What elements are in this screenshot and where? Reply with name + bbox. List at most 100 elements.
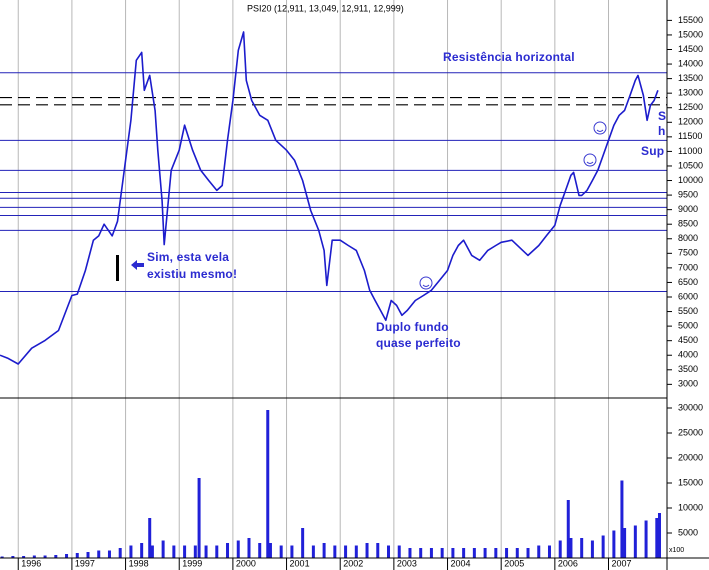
x-tick-label: 2002 (343, 558, 363, 568)
y-tick-label: 5000 (678, 320, 698, 330)
annotation: h (658, 124, 666, 138)
volume-bar (54, 555, 58, 558)
arrow (131, 260, 144, 270)
y2-tick-label: 25000 (678, 427, 703, 437)
volume-bar (193, 545, 197, 558)
volume-bar (65, 554, 69, 558)
y-tick-label: 12000 (678, 117, 703, 127)
volume-bar (612, 530, 616, 558)
y-tick-label: 5500 (678, 306, 698, 316)
grid (17, 0, 610, 558)
annotation: S (658, 109, 666, 123)
x-tick-label: 2007 (612, 558, 632, 568)
volume-bar (118, 548, 122, 558)
volume-bar (204, 545, 208, 558)
volume-bar (75, 553, 79, 558)
annotation: quase perfeito (376, 336, 461, 350)
volume-bar (655, 518, 659, 558)
volume-bar (537, 545, 541, 558)
volume-bar (22, 556, 26, 558)
volume-bar (86, 552, 90, 558)
volume-bar (43, 555, 47, 558)
y-tick-label: 6000 (678, 291, 698, 301)
volume-bar (148, 518, 152, 558)
price-line (0, 31, 659, 365)
volume-bar (569, 538, 573, 558)
y-tick-label: 11000 (678, 146, 702, 156)
volume-bar (494, 548, 498, 558)
volume-bar (408, 548, 412, 558)
volume-bar (547, 545, 551, 558)
volume-bar (644, 520, 648, 558)
y-tick-label: 10500 (678, 160, 703, 170)
volume-bar (183, 545, 187, 558)
x-tick-label: 2001 (290, 558, 310, 568)
volume-bar (266, 410, 270, 558)
volume-bar (657, 513, 661, 558)
y2-tick-label: 30000 (678, 402, 703, 412)
volume-bar (161, 540, 165, 558)
levels (0, 72, 667, 292)
smileys (419, 121, 607, 290)
annotation: Resistência horizontal (443, 50, 575, 64)
volume-bar (247, 538, 251, 558)
volume-bar (462, 548, 466, 558)
volume-bar (0, 556, 4, 558)
volume-bar (197, 478, 201, 558)
y-tick-label: 3500 (678, 364, 698, 374)
volume-bar (590, 540, 594, 558)
y-tick-label: 8000 (678, 233, 698, 243)
y-tick-label: 13500 (678, 73, 703, 83)
volume-bar (515, 548, 519, 558)
volume-bar (472, 548, 476, 558)
volume-bar (150, 545, 154, 558)
y-tick-label: 14500 (678, 44, 703, 54)
chart-title: PSI20 (12,911, 13,049, 12,911, 12,999) (247, 3, 404, 13)
volume-bar (376, 543, 380, 558)
volume-bar (451, 548, 455, 558)
volume-bar (11, 556, 15, 558)
volume-bar (620, 480, 624, 558)
y-tick-label: 3000 (678, 379, 698, 389)
volume-bar (301, 528, 305, 558)
volume-bar (226, 543, 230, 558)
volume-bar (566, 500, 570, 558)
x-tick-label: 1997 (75, 558, 95, 568)
volume-bar (440, 548, 444, 558)
volume-bar (397, 545, 401, 558)
volume-bar (215, 545, 219, 558)
y2-tick-label: 20000 (678, 452, 703, 462)
volume-bar (601, 535, 605, 558)
y-tick-label: 11500 (678, 131, 702, 141)
y-tick-label: 12500 (678, 102, 703, 112)
x-tick-label: 1999 (182, 558, 202, 568)
volume-bar (311, 545, 315, 558)
volume-bar (526, 548, 530, 558)
volume-bar (236, 540, 240, 558)
y-tick-label: 7500 (678, 248, 698, 258)
volume-bar (623, 528, 627, 558)
y2-tick-label: 10000 (678, 502, 703, 512)
x-tick-label: 2003 (397, 558, 417, 568)
volume-bar (580, 538, 584, 558)
x-tick-label: 2000 (236, 558, 256, 568)
volume-bar (505, 548, 509, 558)
annotation: Sim, esta vela (147, 250, 229, 264)
volume-bar (365, 543, 369, 558)
volume-bar (172, 545, 176, 558)
y-tick-label: 9500 (678, 189, 698, 199)
volume-bar (387, 545, 391, 558)
y2-tick-label: 5000 (678, 527, 698, 537)
volume-bar (429, 548, 433, 558)
x-tick-label: 1998 (129, 558, 149, 568)
volume-bar (333, 545, 337, 558)
annotation: Sup (641, 144, 664, 158)
volume-bar (107, 550, 111, 558)
volume-bar (290, 545, 294, 558)
y-tick-label: 15000 (678, 29, 703, 39)
volume-bar (97, 550, 101, 558)
marks (0, 31, 661, 558)
y-tick-label: 13000 (678, 88, 703, 98)
